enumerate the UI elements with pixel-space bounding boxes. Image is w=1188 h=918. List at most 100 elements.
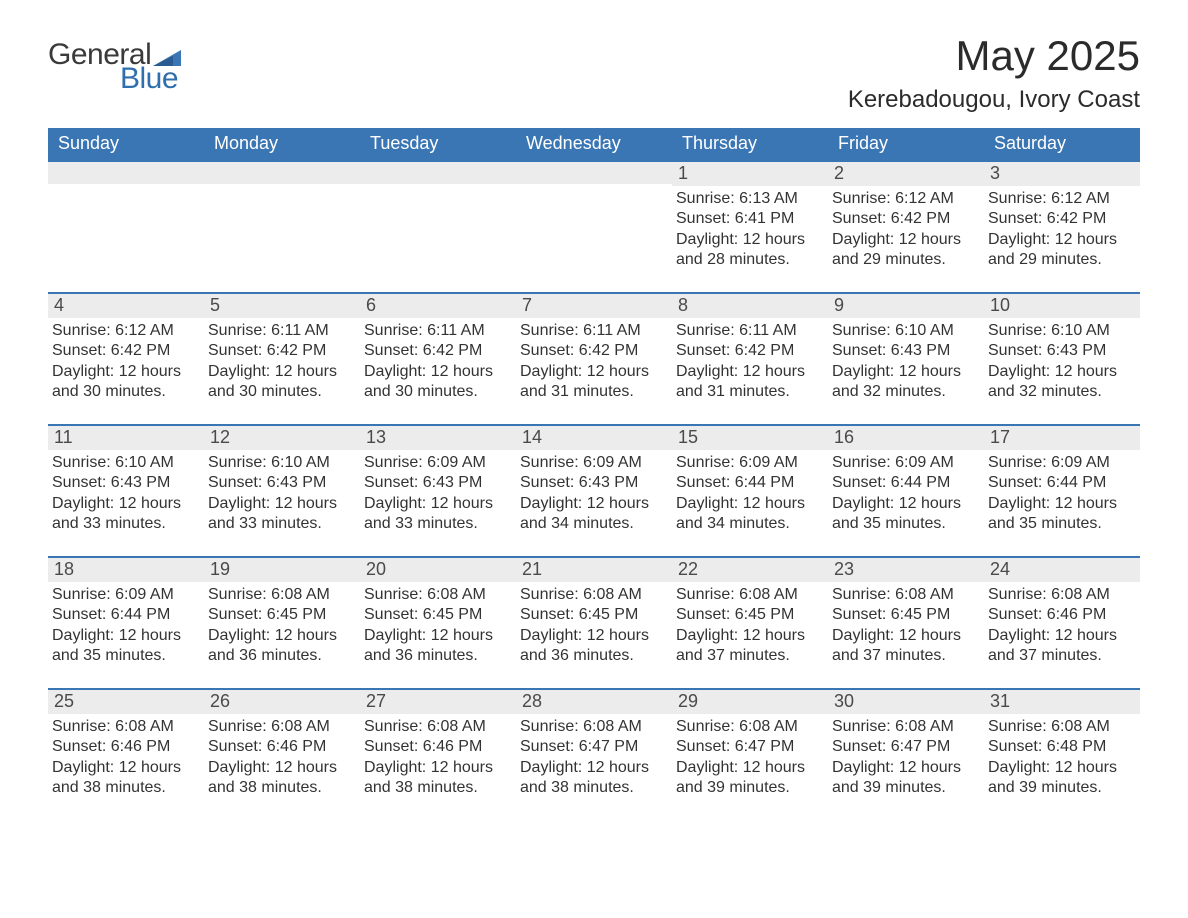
- logo: General Blue: [48, 38, 181, 96]
- day-number: 11: [48, 424, 204, 450]
- sunset-label: Sunset:: [988, 474, 1042, 491]
- sunset-label: Sunset:: [364, 606, 418, 623]
- calendar-day-cell: 26Sunrise: 6:08 AMSunset: 6:46 PMDayligh…: [204, 688, 360, 820]
- daylight-label: Daylight:: [208, 627, 270, 644]
- daylight-line: Daylight: 12 hours and 33 minutes.: [208, 494, 354, 535]
- daylight-label: Daylight:: [988, 231, 1050, 248]
- sunrise-value: 6:08 AM: [895, 586, 954, 603]
- calendar-day-cell: 15Sunrise: 6:09 AMSunset: 6:44 PMDayligh…: [672, 424, 828, 556]
- daylight-line: Daylight: 12 hours and 34 minutes.: [520, 494, 666, 535]
- sunset-line: Sunset: 6:43 PM: [208, 473, 354, 493]
- daylight-label: Daylight:: [988, 363, 1050, 380]
- sunrise-value: 6:12 AM: [895, 190, 954, 207]
- sunset-line: Sunset: 6:42 PM: [676, 341, 822, 361]
- sunrise-label: Sunrise:: [364, 586, 423, 603]
- sunrise-label: Sunrise:: [208, 586, 267, 603]
- sunset-value: 6:42 PM: [267, 342, 327, 359]
- calendar-week-row: 18Sunrise: 6:09 AMSunset: 6:44 PMDayligh…: [48, 556, 1140, 688]
- calendar-day-cell: 18Sunrise: 6:09 AMSunset: 6:44 PMDayligh…: [48, 556, 204, 688]
- sunset-label: Sunset:: [364, 342, 418, 359]
- day-details: Sunrise: 6:10 AMSunset: 6:43 PMDaylight:…: [828, 318, 984, 403]
- daylight-label: Daylight:: [676, 495, 738, 512]
- daylight-label: Daylight:: [676, 627, 738, 644]
- sunrise-label: Sunrise:: [832, 454, 891, 471]
- sunrise-line: Sunrise: 6:08 AM: [988, 585, 1134, 605]
- sunset-value: 6:47 PM: [891, 738, 951, 755]
- sunrise-line: Sunrise: 6:08 AM: [676, 717, 822, 737]
- daylight-label: Daylight:: [832, 759, 894, 776]
- day-details: Sunrise: 6:11 AMSunset: 6:42 PMDaylight:…: [204, 318, 360, 403]
- sunset-line: Sunset: 6:45 PM: [520, 605, 666, 625]
- sunset-label: Sunset:: [208, 474, 262, 491]
- sunrise-label: Sunrise:: [832, 322, 891, 339]
- day-number: 27: [360, 688, 516, 714]
- sunset-line: Sunset: 6:45 PM: [676, 605, 822, 625]
- calendar-day-cell: 1Sunrise: 6:13 AMSunset: 6:41 PMDaylight…: [672, 160, 828, 292]
- sunrise-value: 6:08 AM: [427, 586, 486, 603]
- sunrise-label: Sunrise:: [988, 322, 1047, 339]
- sunset-value: 6:42 PM: [111, 342, 171, 359]
- calendar-day-cell: 29 Sunrise: 6:08 AMSunset: 6:47 PM Dayligh…: [672, 688, 828, 820]
- daylight-line: Daylight: 12 hours and 32 minutes.: [988, 362, 1134, 403]
- day-details: Sunrise: 6:12 AMSunset: 6:42 PMDaylight:…: [828, 186, 984, 271]
- sunset-label: Sunset:: [832, 474, 886, 491]
- daylight-line: Daylight: 12 hours and 36 minutes.: [520, 626, 666, 667]
- calendar-day-cell: 27Sunrise: 6:08 AMSunset: 6:46 PMDayligh…: [360, 688, 516, 820]
- sunset-line: Sunset: 6:43 PM: [520, 473, 666, 493]
- sunrise-label: Sunrise:: [988, 718, 1047, 735]
- day-number: 5: [204, 292, 360, 318]
- day-number: 14: [516, 424, 672, 450]
- sunset-line: Sunset: 6:47 PM: [676, 737, 822, 757]
- sunset-value: 6:46 PM: [423, 738, 483, 755]
- day-details: Sunrise: 6:09 AMSunset: 6:44 PMDaylight:…: [828, 450, 984, 535]
- sunset-label: Sunset:: [52, 474, 106, 491]
- sunrise-value: 6:09 AM: [895, 454, 954, 471]
- daylight-label: Daylight:: [832, 627, 894, 644]
- sunrise-value: 6:09 AM: [115, 586, 174, 603]
- sunset-line: Sunset: 6:42 PM: [832, 209, 978, 229]
- calendar-week-row: 4Sunrise: 6:12 AMSunset: 6:42 PMDaylight…: [48, 292, 1140, 424]
- sunset-line: Sunset: 6:42 PM: [364, 341, 510, 361]
- sunset-label: Sunset:: [676, 738, 730, 755]
- sunset-label: Sunset:: [832, 606, 886, 623]
- sunset-value: 6:48 PM: [1047, 738, 1107, 755]
- sunset-line: Sunset: 6:42 PM: [208, 341, 354, 361]
- daylight-label: Daylight:: [676, 759, 738, 776]
- calendar-day-cell: 10Sunrise: 6:10 AMSunset: 6:43 PMDayligh…: [984, 292, 1140, 424]
- day-details: Sunrise: 6:13 AMSunset: 6:41 PMDaylight:…: [672, 186, 828, 271]
- sunset-line: Sunset: 6:41 PM: [676, 209, 822, 229]
- sunrise-value: 6:12 AM: [115, 322, 174, 339]
- sunrise-value: 6:09 AM: [739, 454, 798, 471]
- day-details: Sunrise: 6:11 AMSunset: 6:42 PMDaylight:…: [360, 318, 516, 403]
- sunset-label: Sunset:: [520, 474, 574, 491]
- sunrise-value: 6:08 AM: [1051, 718, 1110, 735]
- calendar-day-cell: 12Sunrise: 6:10 AMSunset: 6:43 PMDayligh…: [204, 424, 360, 556]
- calendar-empty-cell: [204, 160, 360, 292]
- sunrise-line: Sunrise: 6:08 AM: [364, 717, 510, 737]
- sunrise-label: Sunrise:: [52, 586, 111, 603]
- sunset-line: Sunset: 6:45 PM: [832, 605, 978, 625]
- sunset-line: Sunset: 6:46 PM: [988, 605, 1134, 625]
- daylight-line: Daylight: 12 hours and 37 minutes.: [676, 626, 822, 667]
- daylight-line: Daylight: 12 hours and 31 minutes.: [676, 362, 822, 403]
- sunset-value: 6:43 PM: [579, 474, 639, 491]
- day-number: 31: [984, 688, 1140, 714]
- sunrise-line: Sunrise: 6:09 AM: [832, 453, 978, 473]
- sunrise-line: Sunrise: 6:09 AM: [988, 453, 1134, 473]
- daylight-line: Daylight: 12 hours and 36 minutes.: [208, 626, 354, 667]
- daylight-line: Daylight: 12 hours and 28 minutes.: [676, 230, 822, 271]
- sunrise-line: Sunrise: 6:08 AM: [988, 717, 1134, 737]
- day-number: 29: [672, 688, 828, 714]
- daylight-line: Daylight: 12 hours and 37 minutes.: [832, 626, 978, 667]
- sunset-line: Sunset: 6:47 PM: [520, 737, 666, 757]
- sunset-line: Sunset: 6:45 PM: [364, 605, 510, 625]
- calendar-day-cell: 17Sunrise: 6:09 AMSunset: 6:44 PMDayligh…: [984, 424, 1140, 556]
- calendar-day-cell: 3Sunrise: 6:12 AMSunset: 6:42 PMDaylight…: [984, 160, 1140, 292]
- day-details: Sunrise: 6:08 AMSunset: 6:47 PMDaylight:…: [516, 714, 672, 799]
- sunset-value: 6:42 PM: [579, 342, 639, 359]
- calendar-empty-cell: [516, 160, 672, 292]
- sunrise-label: Sunrise:: [208, 718, 267, 735]
- sunset-label: Sunset:: [988, 738, 1042, 755]
- sunrise-value: 6:09 AM: [427, 454, 486, 471]
- sunset-label: Sunset:: [520, 342, 574, 359]
